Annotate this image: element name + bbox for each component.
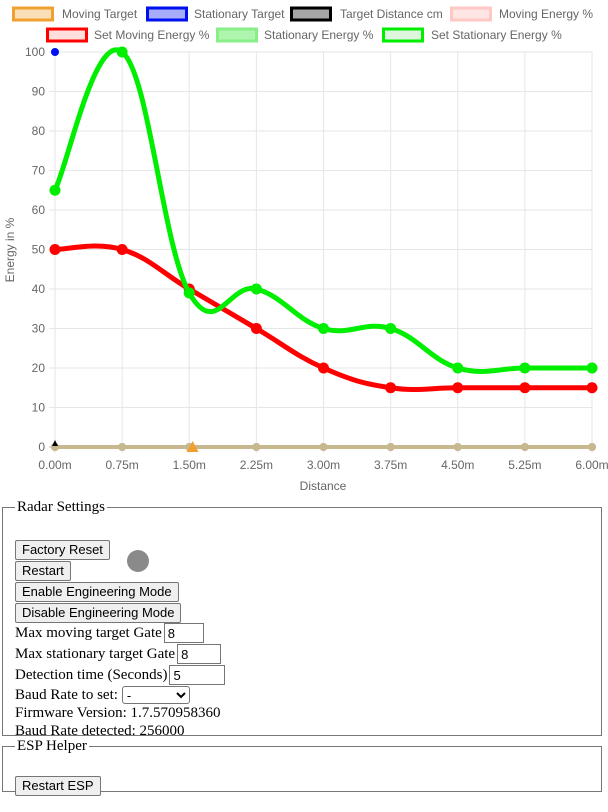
series-point-baseline — [588, 443, 596, 451]
x-tick-label: 6.00m — [575, 458, 608, 472]
legend-label: Set Stationary Energy % — [431, 28, 562, 42]
series-point-baseline — [453, 443, 462, 451]
detection-time-input[interactable] — [169, 665, 226, 685]
legend-item[interactable]: Target Distance cm — [290, 6, 443, 22]
esp-helper-legend: ESP Helper — [17, 738, 87, 754]
legend-label: Target Distance cm — [340, 7, 443, 21]
series-point — [519, 382, 531, 394]
series-point — [385, 323, 397, 334]
series-point — [318, 323, 329, 334]
y-tick-label: 10 — [32, 401, 46, 415]
x-axis-ticks: 0.00m 0.75m 1.50m 2.25m 3.00m 3.75m 4.50m 5.25m… — [38, 458, 608, 472]
legend-swatch — [216, 27, 258, 43]
series-point — [452, 362, 464, 374]
series-point — [116, 46, 128, 58]
radar-settings-panel: Radar Settings Factory Reset Restart Ena… — [2, 499, 602, 739]
legend-item[interactable]: Stationary Energy % — [216, 27, 374, 43]
chart-legend: Moving Target Stationary Target Target Dis… — [12, 6, 594, 43]
legend-swatch — [46, 27, 88, 43]
x-tick-label: 0.00m — [38, 458, 71, 472]
series-point-baseline — [520, 443, 529, 451]
detection-time-label: Detection time (Seconds) — [15, 666, 168, 683]
series-point — [116, 244, 128, 255]
factory-reset-button[interactable]: Factory Reset — [15, 540, 110, 560]
legend-label: Stationary Energy % — [264, 28, 374, 42]
y-tick-label: 0 — [38, 440, 45, 454]
legend-item[interactable]: Moving Target — [12, 6, 138, 22]
legend-swatch — [290, 6, 332, 22]
series-point-baseline — [386, 443, 395, 451]
max-stationary-gate-label: Max stationary target Gate — [15, 645, 176, 662]
series-point — [49, 184, 61, 196]
baud-rate-detected: Baud Rate detected: 256000 — [15, 723, 185, 739]
connection-status-indicator — [127, 550, 149, 572]
y-tick-label: 40 — [32, 282, 46, 296]
stationary-target-point — [51, 48, 59, 56]
x-tick-label: 3.75m — [374, 458, 407, 472]
legend-item[interactable]: Set Stationary Energy % — [382, 27, 563, 43]
radar-settings-legend: Radar Settings — [17, 499, 105, 515]
disable-engineering-mode-button[interactable]: Disable Engineering Mode — [15, 603, 182, 623]
y-tick-label: 20 — [32, 361, 46, 375]
series-point — [586, 362, 598, 374]
legend-label: Set Moving Energy % — [94, 28, 210, 42]
series-point-baseline — [118, 443, 127, 451]
x-axis-label: Distance — [300, 479, 347, 493]
enable-engineering-mode-button[interactable]: Enable Engineering Mode — [15, 582, 179, 602]
max-moving-gate-input[interactable] — [163, 623, 204, 643]
x-tick-label: 2.25m — [240, 458, 273, 472]
legend-item[interactable]: Set Moving Energy % — [46, 27, 210, 43]
legend-label: Stationary Target — [194, 7, 285, 21]
energy-chart: Moving Target Stationary Target Target Dis… — [3, 6, 608, 493]
legend-swatch — [450, 6, 492, 22]
legend-swatch — [146, 6, 188, 22]
firmware-version: Firmware Version: 1.7.570958360 — [15, 705, 221, 721]
legend-item[interactable]: Stationary Target — [146, 6, 286, 22]
x-tick-label: 1.50m — [173, 458, 206, 472]
y-tick-label: 60 — [32, 203, 46, 217]
y-tick-label: 90 — [32, 85, 46, 99]
chart-series — [49, 46, 598, 452]
series-point — [452, 382, 464, 394]
series-point — [250, 323, 262, 334]
y-axis-label: Energy in % — [3, 217, 17, 282]
series-point — [183, 287, 195, 299]
legend-swatch — [382, 27, 424, 43]
series-point — [586, 382, 598, 394]
y-tick-label: 50 — [32, 243, 46, 257]
y-tick-label: 70 — [32, 164, 46, 178]
max-moving-gate-row: Max moving target Gate — [15, 623, 204, 643]
y-axis-ticks: 0 10 20 30 40 50 60 70 80 90 100 — [25, 45, 45, 454]
series-point — [250, 283, 262, 295]
series-point — [318, 362, 329, 374]
max-stationary-gate-row: Max stationary target Gate — [15, 644, 222, 664]
legend-label: Moving Energy % — [499, 7, 593, 21]
legend-swatch — [12, 6, 54, 22]
y-tick-label: 100 — [25, 45, 45, 59]
x-tick-label: 3.00m — [307, 458, 340, 472]
baud-rate-row: Baud Rate to set: - — [15, 686, 190, 704]
baud-rate-label: Baud Rate to set: — [15, 686, 118, 703]
baud-rate-select[interactable]: - — [121, 686, 190, 704]
esp-helper-panel: ESP Helper Restart ESP — [2, 738, 602, 796]
y-tick-label: 80 — [32, 124, 46, 138]
legend-label: Moving Target — [62, 7, 138, 21]
series-point — [519, 362, 531, 374]
detection-time-row: Detection time (Seconds) — [15, 665, 226, 685]
series-point-baseline — [252, 443, 261, 451]
series-point — [385, 382, 397, 394]
max-moving-gate-label: Max moving target Gate — [15, 624, 162, 641]
restart-button[interactable]: Restart — [15, 561, 71, 581]
restart-esp-button[interactable]: Restart ESP — [15, 776, 101, 796]
legend-item[interactable]: Moving Energy % — [450, 6, 594, 22]
x-tick-label: 0.75m — [105, 458, 138, 472]
y-tick-label: 30 — [32, 322, 46, 336]
target-distance-point — [52, 440, 58, 447]
series-point-baseline — [319, 443, 328, 451]
max-stationary-gate-input[interactable] — [177, 644, 222, 664]
x-tick-label: 5.25m — [508, 458, 541, 472]
series-point — [49, 244, 61, 255]
x-tick-label: 4.50m — [441, 458, 474, 472]
moving-target-point — [186, 441, 199, 452]
